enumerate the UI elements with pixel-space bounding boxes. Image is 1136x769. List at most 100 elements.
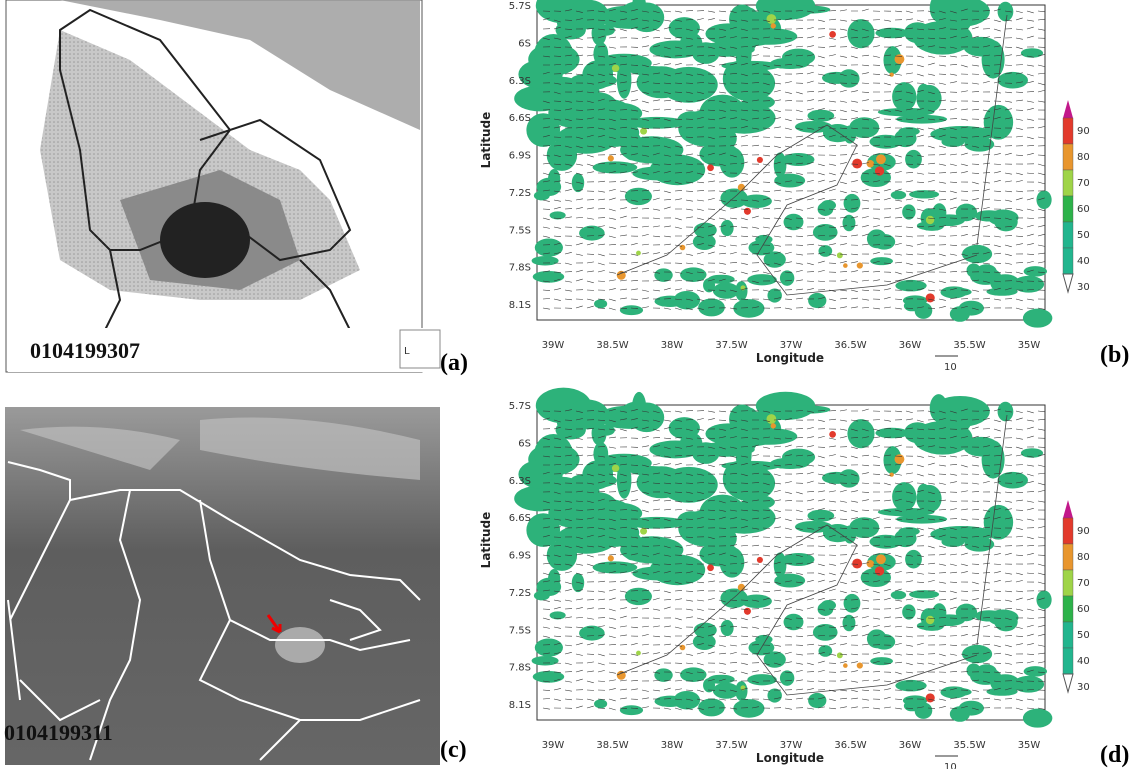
precip-core	[608, 555, 614, 561]
precip-cell	[532, 656, 559, 666]
precip-cell	[941, 286, 968, 298]
y-tick-label: 7.5S	[509, 225, 531, 236]
panel-label: (b)	[1100, 342, 1129, 368]
precip-cell	[755, 235, 772, 244]
precip-cell	[780, 270, 794, 285]
ref-arrow-label: 10	[944, 762, 957, 769]
precip-core	[757, 157, 763, 163]
precip-cell	[654, 668, 672, 682]
precip-cell	[818, 245, 832, 257]
precip-cell	[967, 263, 981, 277]
precip-cell	[694, 223, 717, 238]
precip-cell	[892, 482, 916, 511]
colorbar-label: 30	[1077, 682, 1090, 693]
precip-cell	[878, 508, 934, 516]
precip-core	[926, 216, 934, 224]
precip-core	[926, 616, 934, 624]
precip-cell	[620, 305, 643, 315]
cloud-cell	[275, 627, 325, 663]
x-tick-label: 36W	[899, 340, 922, 351]
precip-cell	[822, 72, 850, 84]
precip-core	[636, 651, 641, 656]
precip-cell	[723, 61, 756, 97]
colorbar-bottom	[1063, 674, 1073, 692]
colorbar-bottom	[1063, 274, 1073, 292]
colorbar-swatch	[1063, 170, 1073, 196]
precip-cell	[620, 536, 683, 563]
precip-cell	[535, 638, 563, 656]
precip-cell	[698, 42, 754, 57]
colorbar-swatch	[1063, 622, 1073, 648]
precip-cell	[547, 140, 577, 171]
colorbar-swatch	[1063, 118, 1073, 144]
precip-core	[612, 465, 619, 472]
precip-cell	[909, 590, 939, 598]
colorbar: 90807060504030	[1063, 500, 1090, 693]
precip-cell	[1024, 666, 1047, 677]
precip-cell	[720, 117, 734, 128]
precip-cell	[808, 110, 835, 122]
precip-cell	[818, 645, 832, 657]
panel-a: 0104199307 L (a)	[6, 0, 468, 376]
precip-core	[852, 159, 862, 169]
y-tick-label: 8.1S	[509, 300, 531, 311]
stamp: 0104199311	[4, 720, 113, 745]
precip-cell	[895, 280, 926, 291]
x-tick-label: 35W	[1018, 340, 1041, 351]
precip-cell	[789, 406, 830, 414]
precip-core	[867, 160, 875, 168]
precip-cell	[909, 190, 939, 198]
precip-core	[707, 564, 714, 571]
precip-core	[744, 208, 751, 215]
colorbar-swatch	[1063, 544, 1073, 570]
precip-cell	[903, 295, 927, 305]
precip-core	[707, 164, 714, 171]
precip-cell	[713, 283, 739, 299]
precip-cell	[962, 245, 992, 263]
precip-cell	[780, 670, 794, 685]
precip-cell	[870, 257, 893, 265]
colorbar-label: 50	[1077, 630, 1090, 641]
colorbar-swatch	[1063, 596, 1073, 622]
precip-core	[926, 693, 935, 702]
dark-core	[160, 202, 250, 278]
panel-c: 0104199311 (c)	[4, 407, 467, 765]
precip-cell	[544, 77, 582, 102]
precip-cell	[755, 635, 772, 644]
y-tick-label: 8.1S	[509, 700, 531, 711]
precip-cell	[784, 214, 804, 230]
precip-core	[744, 608, 751, 615]
precip-cell	[844, 194, 861, 213]
x-tick-label: 36W	[899, 740, 922, 751]
colorbar-top	[1063, 100, 1073, 118]
y-tick-label: 5.7S	[509, 401, 531, 412]
precip-core	[926, 293, 935, 302]
y-tick-label: 7.5S	[509, 625, 531, 636]
x-tick-label: 38W	[661, 740, 684, 751]
precip-cell	[905, 150, 922, 169]
colorbar-swatch	[1063, 570, 1073, 596]
precip-cell	[808, 693, 826, 708]
x-tick-label: 37W	[780, 740, 803, 751]
precip-cell	[533, 271, 565, 283]
precip-cell	[963, 37, 998, 57]
precip-cell	[934, 614, 965, 626]
page: {"panels": { "a": {"label": "(a)", "stam…	[0, 0, 1136, 769]
precip-core	[876, 554, 886, 564]
precip-cell	[875, 28, 908, 39]
precip-cell	[998, 2, 1014, 22]
colorbar-label: 50	[1077, 230, 1090, 241]
precip-cell	[892, 82, 916, 111]
precip-cell	[548, 169, 560, 188]
x-tick-label: 37.5W	[715, 340, 747, 351]
precip-core	[876, 154, 886, 164]
precip-cell	[916, 85, 941, 113]
colorbar-swatch	[1063, 144, 1073, 170]
colorbar-label: 80	[1077, 152, 1090, 163]
precip-cell	[998, 402, 1014, 422]
panel-d: 39W38.5W38W37.5W37W36.5W36W35.5W35W5.7S6…	[479, 388, 1129, 769]
x-axis-label: Longitude	[756, 751, 824, 765]
y-tick-label: 6.3S	[509, 476, 531, 487]
precip-cell	[998, 72, 1028, 89]
colorbar-label: 40	[1077, 656, 1090, 667]
